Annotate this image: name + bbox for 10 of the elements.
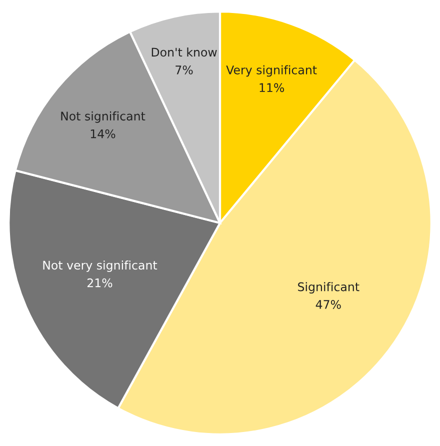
data-label: 21% [87, 278, 112, 288]
slice-label: Significant [298, 282, 360, 294]
slice-label: Very significant [226, 65, 317, 77]
data-label: 14% [90, 129, 116, 138]
slice-label: Not very significant [43, 260, 158, 272]
slice-label: Don't know [152, 48, 217, 57]
data-label: 47% [316, 300, 341, 309]
data-label: 7% [176, 65, 193, 74]
data-label: 11% [260, 83, 284, 92]
slice-label: Not significant [61, 111, 146, 123]
